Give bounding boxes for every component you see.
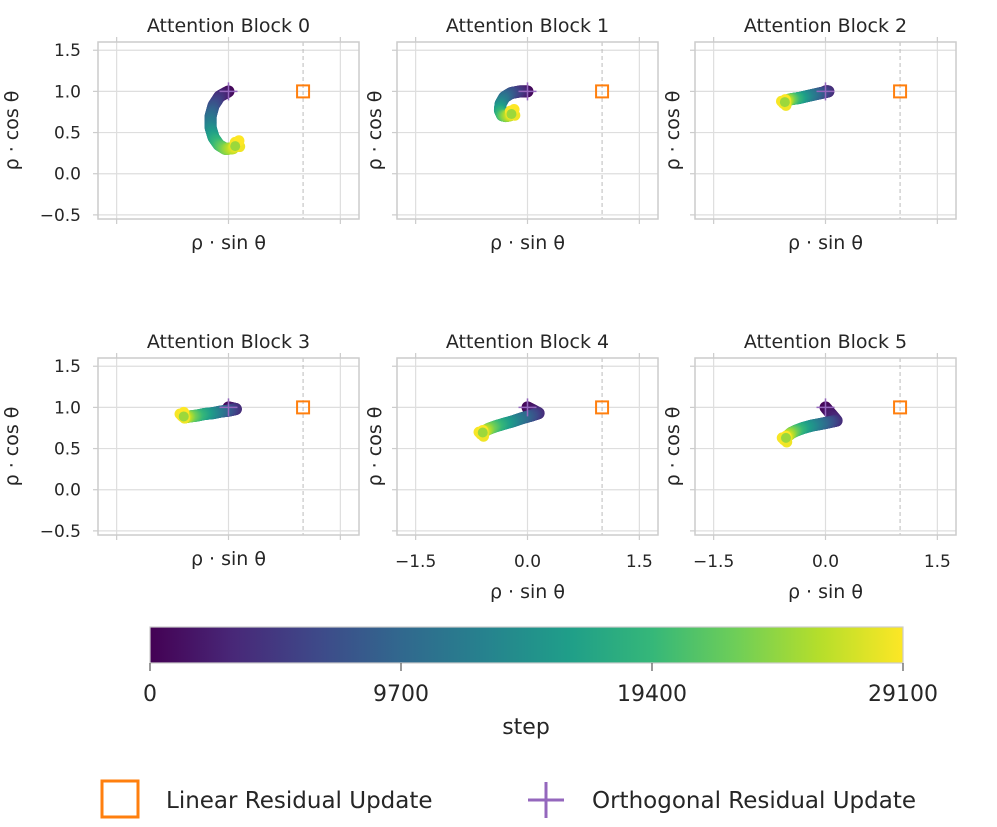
subplot-3: Attention Block 3 ρ · sin θ ρ · cos θ −0.5 0…	[1, 331, 360, 570]
colorbar-tick-label: 0	[143, 682, 157, 707]
subplot-title: Attention Block 4	[446, 331, 609, 353]
x-tick-label: 1.5	[924, 552, 951, 572]
x-axis-label: ρ · sin θ	[490, 581, 565, 603]
linear-marker-square-icon	[595, 400, 610, 415]
trajectory-point	[477, 427, 488, 438]
x-tick-label: −1.5	[395, 552, 436, 572]
subplot-4: Attention Block 4 ρ · sin θ ρ · cos θ −1.5 0…	[364, 331, 659, 603]
y-tick-label: 0.0	[54, 165, 81, 185]
x-tick-label: 0.0	[812, 552, 839, 572]
legend-orthogonal-label: Orthogonal Residual Update	[592, 788, 916, 814]
linear-marker-square-icon	[595, 84, 610, 99]
y-tick-label: 0.5	[54, 440, 81, 460]
y-tick-label: −0.5	[40, 206, 81, 226]
subplot-title: Attention Block 2	[744, 15, 907, 37]
legend-linear-label: Linear Residual Update	[166, 788, 433, 814]
x-axis-label: ρ · sin θ	[788, 232, 863, 254]
subplot-2: Attention Block 2 ρ · sin θ ρ · cos θ	[662, 15, 957, 254]
x-tick-label: 1.5	[626, 552, 653, 572]
trajectory-point	[178, 411, 189, 422]
y-axis-label: ρ · cos θ	[364, 407, 386, 487]
legend: Linear Residual Update Orthogonal Residu…	[100, 779, 916, 819]
x-axis-label: ρ · sin θ	[490, 232, 565, 254]
colorbar: 0 9700 19400 29100 step	[143, 626, 938, 740]
linear-marker-square-icon	[296, 400, 311, 415]
linear-marker-square-icon	[893, 400, 908, 415]
colorbar-gradient	[149, 626, 904, 664]
colorbar-tick-label: 19400	[617, 682, 687, 707]
y-tick-label: 1.0	[54, 398, 81, 418]
y-tick-label: 1.0	[54, 82, 81, 102]
subplot-5: Attention Block 5 ρ · sin θ ρ · cos θ −1.5 0…	[662, 331, 957, 603]
linear-marker-square-icon	[893, 84, 908, 99]
trajectory-point	[779, 97, 790, 108]
y-tick-label: 1.5	[54, 357, 81, 377]
x-tick-label: −1.5	[693, 552, 734, 572]
y-axis-label: ρ · cos θ	[1, 91, 23, 171]
subplot-title: Attention Block 5	[744, 331, 907, 353]
x-axis-label: ρ · sin θ	[788, 581, 863, 603]
subplot-title: Attention Block 3	[147, 331, 310, 353]
y-tick-label: 0.5	[54, 124, 81, 144]
y-axis-label: ρ · cos θ	[1, 407, 23, 487]
trajectory-point	[230, 141, 241, 152]
x-tick-label: 0.0	[514, 552, 541, 572]
y-tick-label: 1.5	[54, 41, 81, 61]
y-tick-label: −0.5	[40, 522, 81, 542]
subplot-1: Attention Block 1 ρ · sin θ ρ · cos θ	[364, 15, 659, 254]
colorbar-tick-label: 29100	[868, 682, 938, 707]
y-tick-label: 0.0	[54, 481, 81, 501]
y-axis-label: ρ · cos θ	[364, 91, 386, 171]
trajectory-point	[506, 109, 517, 120]
x-axis-label: ρ · sin θ	[191, 548, 266, 570]
y-axis-label: ρ · cos θ	[662, 407, 684, 487]
subplot-title: Attention Block 0	[147, 15, 310, 37]
trajectory-point	[780, 432, 791, 443]
y-axis-label: ρ · cos θ	[662, 91, 684, 171]
x-axis-label: ρ · sin θ	[191, 232, 266, 254]
colorbar-label: step	[502, 715, 550, 740]
subplot-0: Attention Block 0 ρ · sin θ ρ · cos θ −0.5 0…	[1, 15, 360, 254]
legend-square-icon	[100, 779, 140, 819]
linear-marker-square-icon	[296, 84, 311, 99]
subplot-title: Attention Block 1	[446, 15, 609, 37]
colorbar-tick-label: 9700	[373, 682, 429, 707]
